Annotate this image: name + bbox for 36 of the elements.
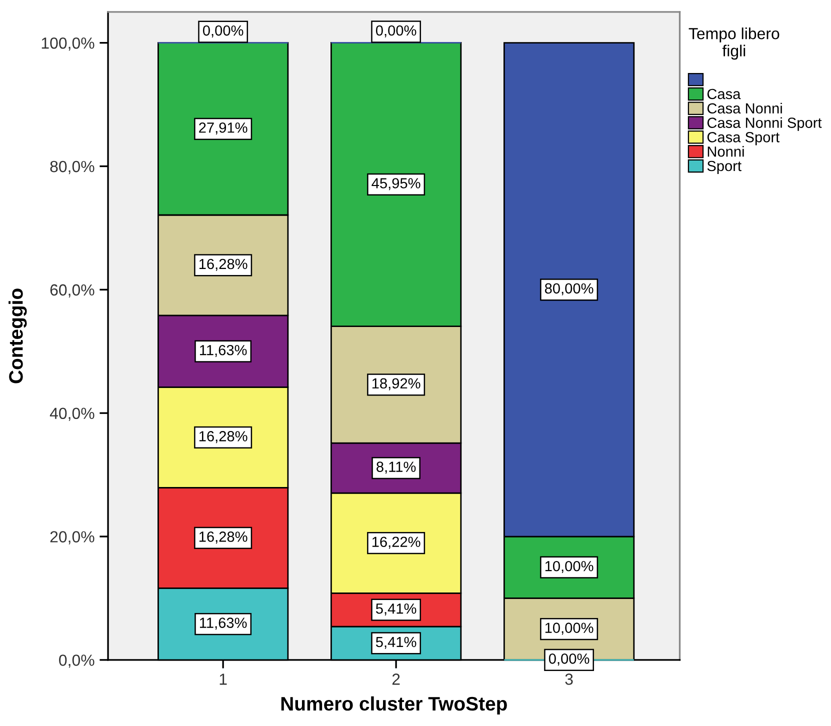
legend-label: Casa	[707, 88, 741, 100]
legend-label: Casa Nonni	[707, 102, 782, 114]
y-tick-label: 20,0%	[50, 531, 94, 544]
data-label: 10,00%	[545, 560, 594, 574]
x-tick-label: 3	[565, 674, 573, 685]
legend-label: Casa Sport	[707, 132, 780, 146]
data-label: 5,41%	[376, 636, 416, 649]
data-label: 16,28%	[199, 532, 248, 544]
data-label: 16,28%	[199, 258, 248, 271]
y-axis-title: Conteggio	[8, 288, 27, 384]
x-tick-label: 1	[220, 674, 227, 685]
data-label: 10,00%	[545, 622, 594, 635]
x-tick-label: 2	[392, 674, 400, 685]
legend-label: Casa Nonni Sport	[707, 117, 822, 131]
data-label: 18,92%	[372, 378, 420, 390]
data-label: 80,00%	[544, 283, 594, 296]
data-label: 0,00%	[376, 25, 416, 38]
data-label: 11,63%	[200, 344, 247, 357]
y-tick-label: 60,0%	[50, 284, 94, 298]
y-tick-label: 0,0%	[59, 654, 94, 668]
y-tick-label: 80,0%	[50, 160, 94, 174]
data-label: 27,91%	[199, 122, 248, 135]
data-label: 16,22%	[372, 536, 420, 549]
data-label: 11,63%	[200, 618, 247, 630]
data-label: 5,41%	[376, 604, 416, 616]
data-label: 16,28%	[199, 431, 248, 444]
legend-label: Sport	[707, 160, 742, 174]
x-axis-title: Numero cluster TwoStep	[281, 696, 507, 714]
data-label: 0,00%	[548, 654, 590, 666]
legend-title: Tempo libero figli	[688, 28, 780, 60]
data-label: 0,00%	[202, 25, 244, 38]
y-tick-label: 100,0%	[42, 37, 94, 51]
y-tick-label: 40,0%	[50, 408, 94, 421]
data-label: 45,95%	[372, 178, 420, 190]
legend-label: Nonni	[708, 146, 744, 157]
data-label: 8,11%	[376, 462, 416, 474]
